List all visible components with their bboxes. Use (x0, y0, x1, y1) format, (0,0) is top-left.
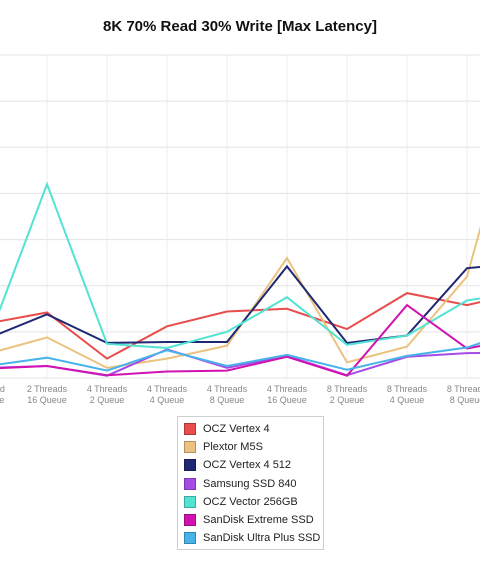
x-tick-label: 4 Threads 4 Queue (147, 384, 188, 405)
x-tick-label: 4 Threads 8 Queue (207, 384, 248, 405)
x-tick-label: 2 Threads 16 Queue (27, 384, 68, 405)
legend-swatch (184, 423, 196, 435)
x-tick-label: 4 Threads 16 Queue (267, 384, 308, 405)
legend: OCZ Vertex 4 Plextor M5S OCZ Vertex 4 512 S… (177, 416, 324, 550)
legend-label: OCZ Vector 256GB (203, 495, 298, 508)
chart-title: 8K 70% Read 30% Write [Max Latency] (103, 18, 377, 35)
series-line (0, 181, 480, 350)
legend-label: OCZ Vertex 4 (203, 423, 270, 435)
legend-label: OCZ Vertex 4 512 (203, 459, 292, 472)
legend-item: OCZ Vector 256GB (184, 494, 298, 510)
legend-item: Plextor M5S (184, 439, 263, 455)
legend-swatch (184, 495, 196, 508)
legend-label: SanDisk Ultra Plus SSD (203, 532, 321, 545)
legend-label: Samsung SSD 840 (203, 477, 297, 490)
legend-label: SanDisk Extreme SSD (203, 514, 314, 526)
series-line (0, 225, 480, 369)
legend-swatch (184, 514, 196, 526)
x-tick-label: 1 Thread1 Queue (0, 384, 5, 405)
legend-swatch (184, 441, 196, 454)
series-line (0, 303, 480, 377)
legend-item: Samsung SSD 840 (184, 476, 297, 492)
legend-swatch (184, 459, 196, 472)
grid-lines (0, 54, 480, 379)
legend-item: SanDisk Ultra Plus SSD (184, 530, 320, 546)
legend-swatch (184, 477, 196, 490)
series-line (0, 292, 480, 360)
legend-item: OCZ Vertex 4 (184, 421, 270, 437)
x-tick-label: 8 Threads 2 Queue (327, 384, 368, 405)
legend-swatch (184, 532, 196, 545)
legend-label: Plextor M5S (203, 441, 263, 454)
series-line (0, 342, 480, 372)
x-tick-label: 4 Threads 2 Queue (87, 384, 128, 405)
data-series (0, 181, 480, 377)
x-tick-label: 8 Threads 4 Queue (387, 384, 428, 405)
legend-item: SanDisk Extreme SSD (184, 512, 314, 528)
series-line (0, 264, 480, 344)
legend-item: OCZ Vertex 4 512 (184, 457, 291, 473)
